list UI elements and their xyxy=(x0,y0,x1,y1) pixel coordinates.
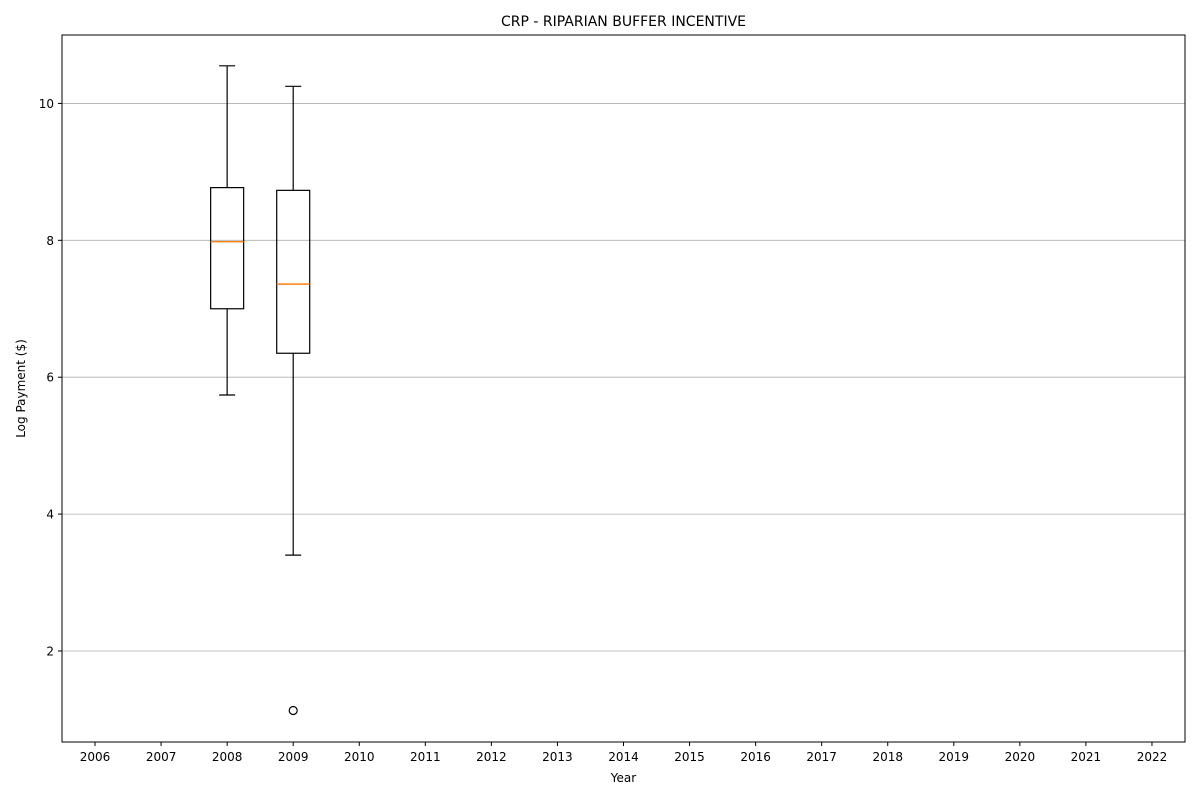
outlier-point xyxy=(288,705,298,716)
y-tick-label: 4 xyxy=(46,508,54,522)
iqr-box xyxy=(276,189,311,354)
x-tick-label: 2012 xyxy=(476,750,507,764)
y-tick-label: 2 xyxy=(46,644,54,658)
x-tick-label: 2013 xyxy=(542,750,573,764)
chart-title: CRP - RIPARIAN BUFFER INCENTIVE xyxy=(501,14,746,30)
x-tick-label: 2009 xyxy=(278,750,309,764)
box-2009 xyxy=(276,85,311,716)
x-tick-label: 2019 xyxy=(939,750,970,764)
x-tick-label: 2008 xyxy=(212,750,243,764)
x-tick-label: 2014 xyxy=(608,750,639,764)
x-tick-label: 2016 xyxy=(740,750,771,764)
x-tick-label: 2006 xyxy=(80,750,111,764)
x-tick-label: 2010 xyxy=(344,750,375,764)
x-tick-label: 2017 xyxy=(806,750,837,764)
y-axis-label: Log Payment ($) xyxy=(14,339,28,438)
iqr-box xyxy=(210,187,245,310)
boxes xyxy=(210,65,311,716)
x-tick-label: 2022 xyxy=(1137,750,1168,764)
x-tick-label: 2015 xyxy=(674,750,705,764)
x-tick-label: 2011 xyxy=(410,750,441,764)
y-tick-label: 6 xyxy=(46,371,54,385)
y-ticks: 2 4 6 8 10 xyxy=(39,97,62,658)
x-tick-label: 2007 xyxy=(146,750,177,764)
y-tick-label: 8 xyxy=(46,234,54,248)
x-axis-label: Year xyxy=(610,771,636,785)
x-ticks: 2006 2007 2008 2009 2010 2011 2012 2013 2014 2015… xyxy=(80,742,1167,764)
y-grid xyxy=(62,103,1185,652)
x-tick-label: 2020 xyxy=(1005,750,1036,764)
box-2008 xyxy=(210,65,245,396)
x-tick-label: 2021 xyxy=(1071,750,1102,764)
y-tick-label: 10 xyxy=(39,97,54,111)
x-tick-label: 2018 xyxy=(872,750,903,764)
